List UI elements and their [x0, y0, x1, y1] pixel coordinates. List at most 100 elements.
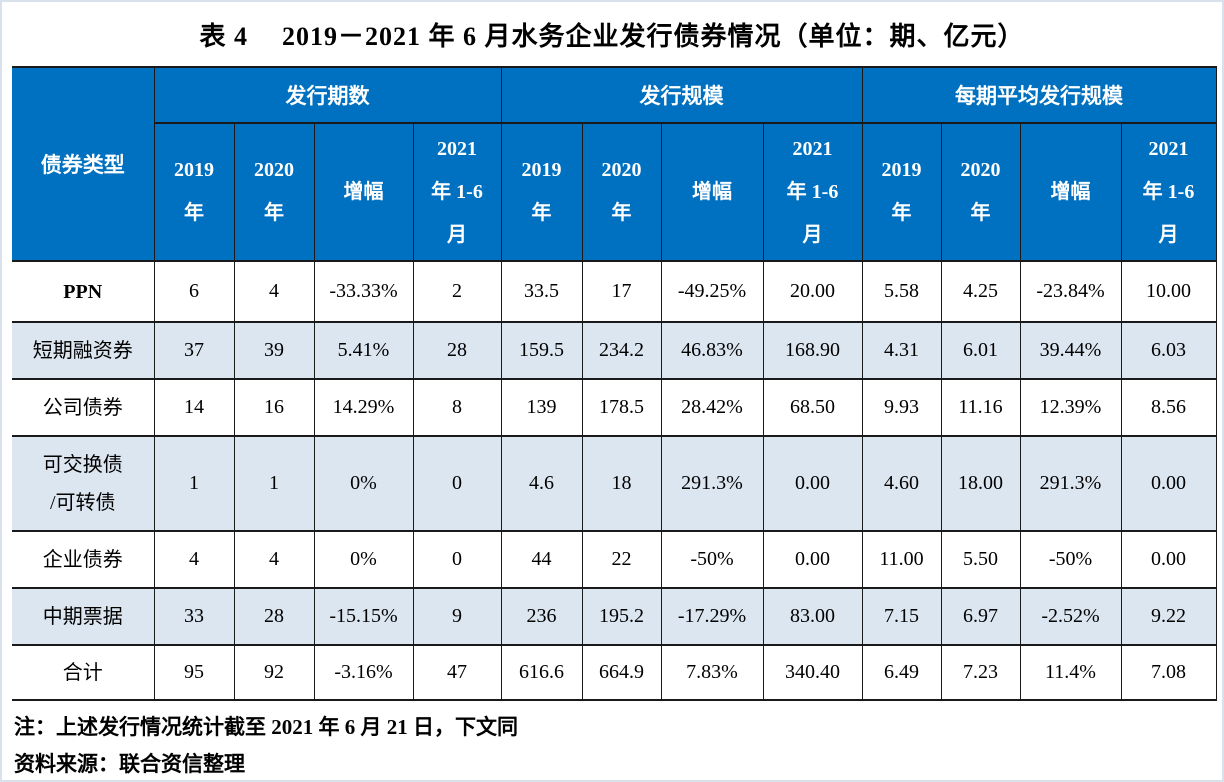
col-header-g1-1: 2020 年	[581, 122, 662, 262]
group-header-avg-scale: 每期平均发行规模	[861, 66, 1217, 124]
cell: 4	[153, 530, 235, 589]
col-header-g1-3: 2021 年 1-6 月	[762, 122, 863, 262]
cell: 14	[153, 378, 235, 437]
cell: 7.23	[940, 644, 1021, 701]
cell: 0	[412, 435, 502, 532]
table-row: 公司债券 14 16 14.29% 8 139 178.5 28.42% 68.50 9.93 11…	[12, 378, 1217, 437]
cell: 0%	[313, 530, 414, 589]
cell: -15.15%	[313, 587, 414, 646]
table-row: 中期票据 33 28 -15.15% 9 236 195.2 -17.29% 83.00 7.15…	[12, 587, 1217, 646]
cell: 8.56	[1120, 378, 1217, 437]
group-header-issue-scale: 发行规模	[500, 66, 863, 124]
cell: 6	[153, 260, 235, 323]
cell: 159.5	[500, 321, 583, 380]
cell: -3.16%	[313, 644, 414, 701]
cell: 5.58	[861, 260, 942, 323]
cell: 340.40	[762, 644, 863, 701]
cell: 616.6	[500, 644, 583, 701]
cell: 4.31	[861, 321, 942, 380]
col-header-g0-2: 增幅	[313, 122, 414, 262]
cell: -50%	[1019, 530, 1122, 589]
cell: 7.83%	[660, 644, 764, 701]
cell: 1	[153, 435, 235, 532]
cell: 4.25	[940, 260, 1021, 323]
cell: 6.01	[940, 321, 1021, 380]
cell: 5.41%	[313, 321, 414, 380]
cell: 10.00	[1120, 260, 1217, 323]
row-label: 公司债券	[12, 378, 155, 437]
cell: 11.16	[940, 378, 1021, 437]
cell: 8	[412, 378, 502, 437]
cell: 291.3%	[1019, 435, 1122, 532]
cell: 664.9	[581, 644, 662, 701]
cell: 95	[153, 644, 235, 701]
col-header-g2-2: 增幅	[1019, 122, 1122, 262]
cell: 17	[581, 260, 662, 323]
cell: 83.00	[762, 587, 863, 646]
row-label: 可交换债 /可转债	[12, 435, 155, 532]
row-label: 合计	[12, 644, 155, 701]
cell: 9	[412, 587, 502, 646]
cell: 0.00	[762, 530, 863, 589]
cell: 7.15	[861, 587, 942, 646]
cell: 1	[233, 435, 315, 532]
cell: 178.5	[581, 378, 662, 437]
row-label: PPN	[12, 260, 155, 323]
bond-issuance-table: 债券类型 发行期数 发行规模 每期平均发行规模 2019 年 2020 年增幅 20…	[12, 66, 1217, 701]
col-header-g0-0: 2019 年	[154, 122, 235, 262]
cell: 139	[500, 378, 583, 437]
cell: 37	[153, 321, 235, 380]
cell: 16	[233, 378, 315, 437]
cell: 46.83%	[660, 321, 764, 380]
table-row: 短期融资券 37 39 5.41% 28 159.5 234.2 46.83% 168.90 4.…	[12, 321, 1217, 380]
cell: 2	[412, 260, 502, 323]
cell: 39	[233, 321, 315, 380]
row-label: 短期融资券	[12, 321, 155, 380]
cell: 33.5	[500, 260, 583, 323]
col-header-g0-3: 2021 年 1-6 月	[412, 122, 502, 262]
cell: 44	[500, 530, 583, 589]
cell: 28	[233, 587, 315, 646]
cell: 39.44%	[1019, 321, 1122, 380]
cell: 6.49	[861, 644, 942, 701]
source-text: 资料来源：联合资信整理	[14, 751, 245, 776]
table-container: 债券类型 发行期数 发行规模 每期平均发行规模 2019 年 2020 年增幅 20…	[2, 66, 1222, 701]
cell: 4	[233, 530, 315, 589]
table-row: 可交换债 /可转债 1 1 0% 0 4.6 18 291.3% 0.00 4.60 18.00 29…	[12, 435, 1217, 532]
cell: 4	[233, 260, 315, 323]
cell: 7.08	[1120, 644, 1217, 701]
cell: 6.97	[940, 587, 1021, 646]
cell: 20.00	[762, 260, 863, 323]
cell: -33.33%	[313, 260, 414, 323]
cell: 291.3%	[660, 435, 764, 532]
cell: 68.50	[762, 378, 863, 437]
cell: 11.4%	[1019, 644, 1122, 701]
cell: 4.60	[861, 435, 942, 532]
cell: -50%	[660, 530, 764, 589]
cell: 9.22	[1120, 587, 1217, 646]
table-number: 表 4	[199, 21, 248, 51]
table-row: PPN 6 4 -33.33% 2 33.5 17 -49.25% 20.00 5.58 4.25-…	[12, 260, 1217, 323]
header-group-row: 债券类型 发行期数 发行规模 每期平均发行规模	[12, 66, 1217, 262]
corner-header-bond-type: 债券类型	[12, 66, 155, 262]
cell: 12.39%	[1019, 378, 1122, 437]
cell: -17.29%	[660, 587, 764, 646]
cell: -23.84%	[1019, 260, 1122, 323]
col-header-g1-0: 2019 年	[500, 122, 583, 262]
cell: 0.00	[1120, 530, 1217, 589]
cell: 28.42%	[660, 378, 764, 437]
cell: 47	[412, 644, 502, 701]
cell: 9.93	[861, 378, 942, 437]
col-header-g2-1: 2020 年	[940, 122, 1021, 262]
table-row: 企业债券 4 4 0% 0 44 22 -50% 0.00 11.00 5.50 -50% 0.00	[12, 530, 1217, 589]
row-label: 中期票据	[12, 587, 155, 646]
cell: 0	[412, 530, 502, 589]
cell: 0.00	[762, 435, 863, 532]
header-sub-row: 2019 年 2020 年增幅 2021 年 1-6 月 2019 年 2020 年增幅…	[12, 122, 1217, 262]
table-title: 表 4 2019－2021 年 6 月水务企业发行债券情况（单位：期、亿元）	[2, 2, 1222, 66]
cell: 168.90	[762, 321, 863, 380]
table-notes: 注：上述发行情况统计截至 2021 年 6 月 21 日，下文同 资料来源：联合…	[2, 701, 1222, 780]
cell: 92	[233, 644, 315, 701]
cell: -2.52%	[1019, 587, 1122, 646]
